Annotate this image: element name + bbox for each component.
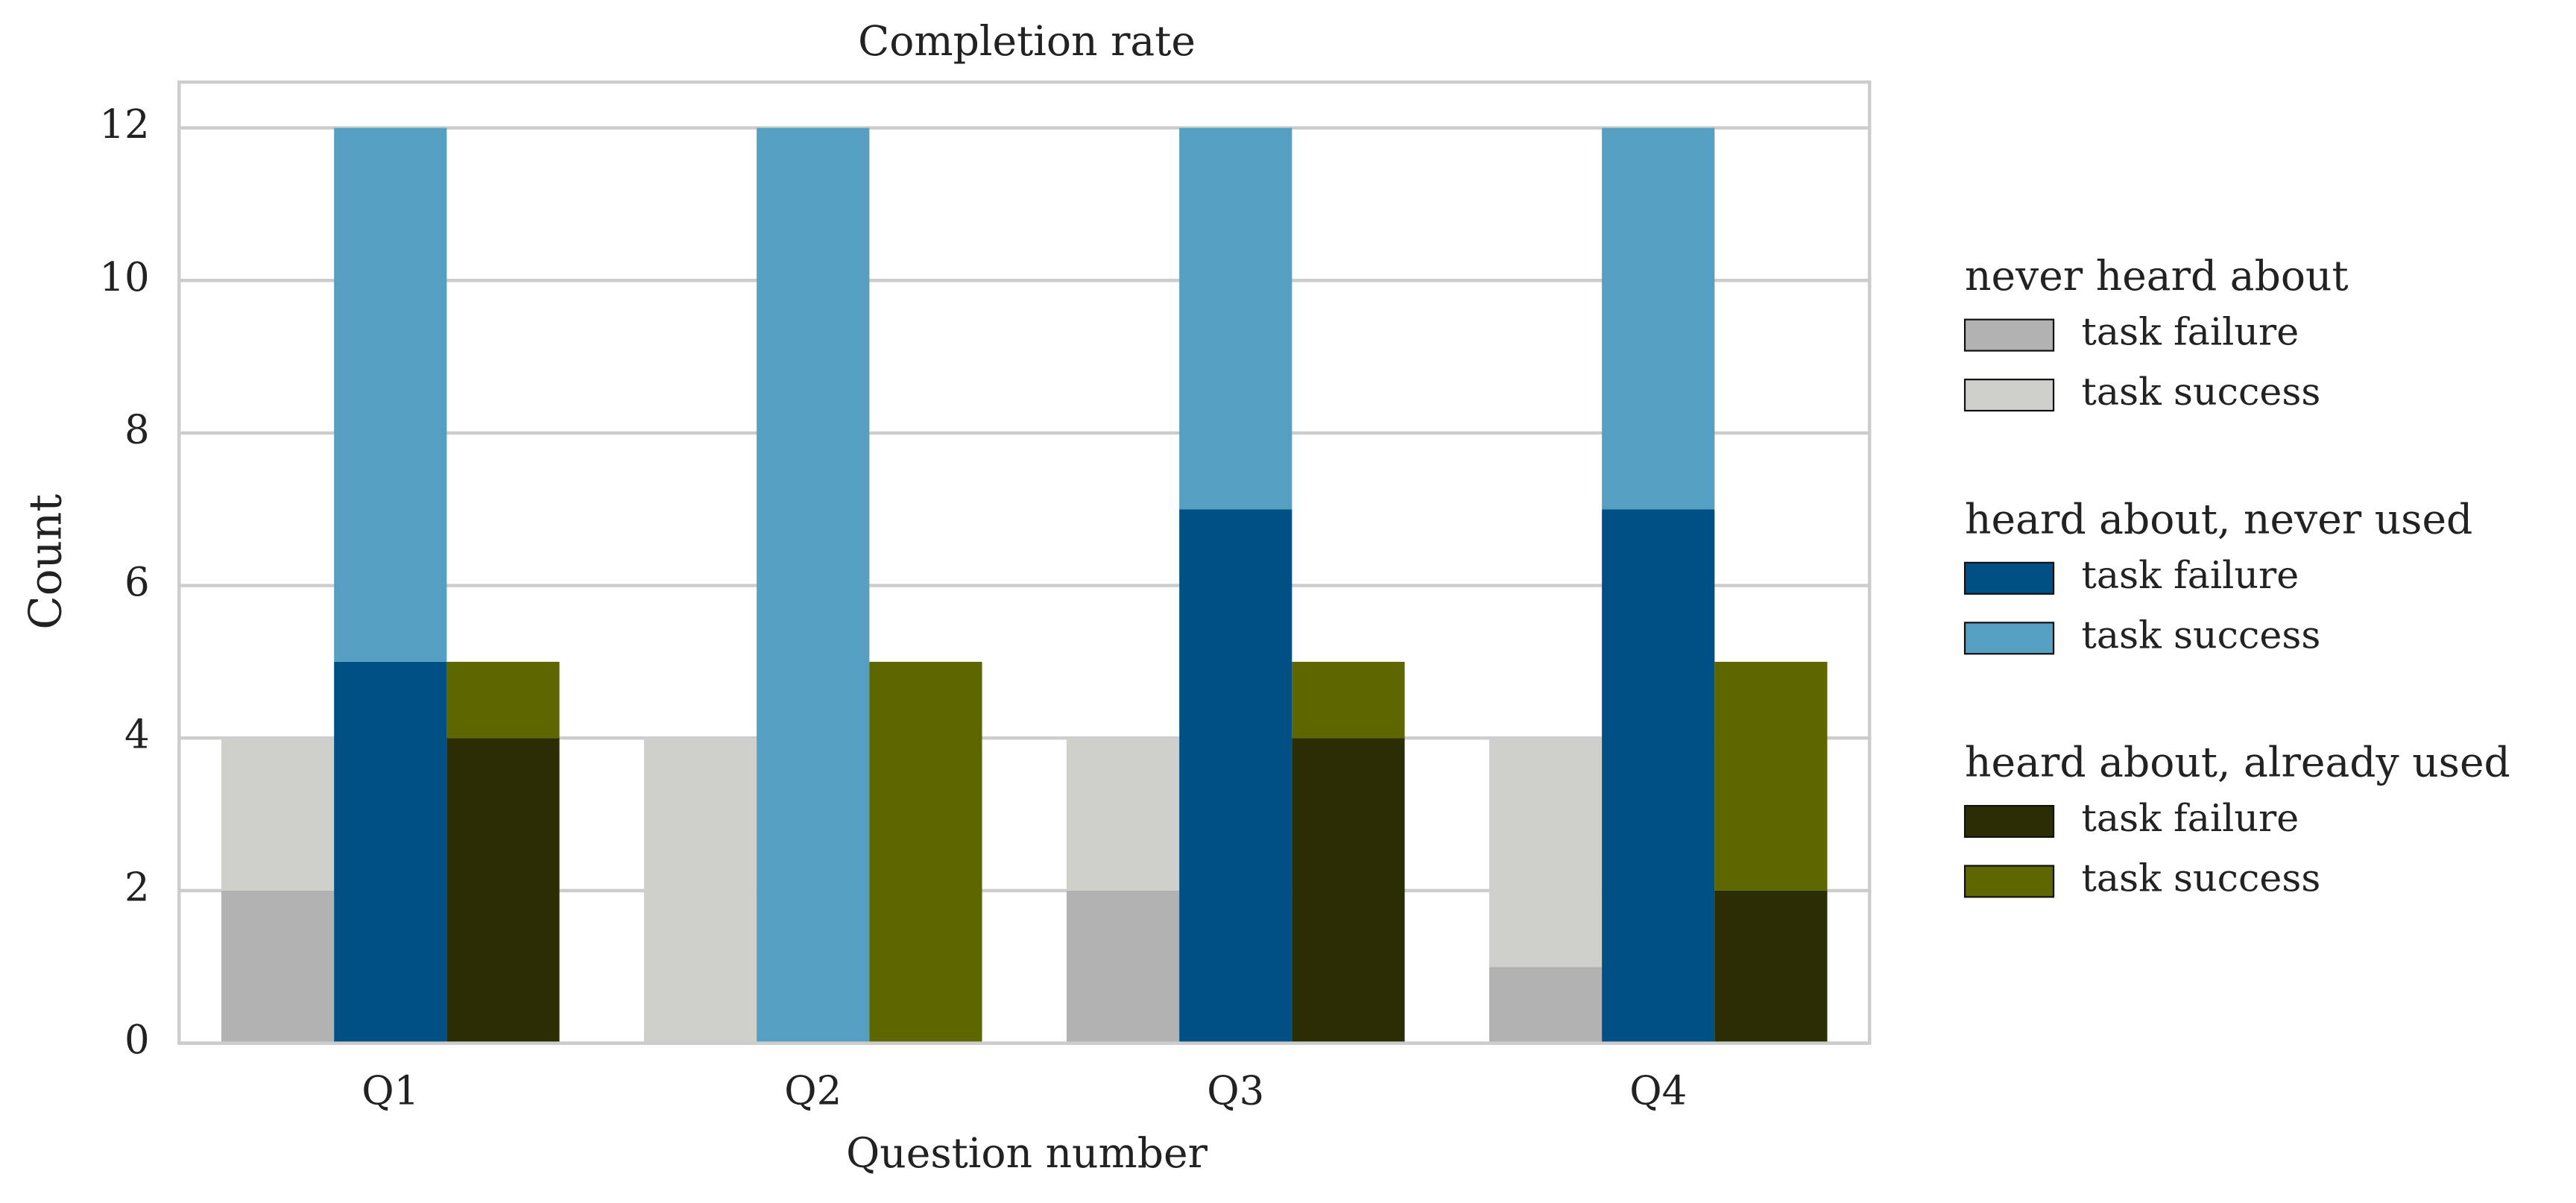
plot-frame: [177, 80, 1872, 1045]
bar-segment: [757, 127, 870, 1043]
y-tick-label: 10: [99, 255, 149, 300]
legend-label: task success: [2082, 613, 2321, 657]
bar-segment: [221, 890, 335, 1043]
y-tick-label: 0: [124, 1017, 150, 1063]
legend-heading: never heard about: [1965, 252, 2349, 300]
legend-label: task failure: [2082, 553, 2299, 597]
bar-segment: [643, 738, 757, 1043]
x-axis-label: Question number: [846, 1129, 1208, 1177]
bar-segment: [1179, 127, 1292, 510]
bar-segment: [1714, 661, 1828, 891]
legend-label: task failure: [2082, 310, 2299, 354]
legend-swatch: [1963, 622, 2055, 655]
legend-label: task success: [2082, 370, 2321, 414]
x-tick-label: Q1: [362, 1068, 419, 1114]
legend-heading: heard about, never used: [1965, 495, 2472, 543]
legend-label: task failure: [2082, 796, 2299, 840]
bar-segment: [221, 738, 335, 891]
bar-segment: [334, 127, 447, 662]
bar-segment: [1489, 967, 1603, 1043]
bar-segment: [1179, 509, 1292, 1043]
legend-swatch: [1963, 318, 2055, 352]
bar-segment: [1066, 890, 1180, 1043]
legend-label: task success: [2082, 856, 2321, 900]
legend-swatch: [1963, 379, 2055, 412]
bar-segment: [1602, 127, 1715, 510]
bar-segment: [1714, 890, 1828, 1043]
x-tick-label: Q4: [1629, 1068, 1687, 1114]
bar-segment: [334, 661, 447, 1043]
y-axis-label: Count: [21, 494, 72, 630]
legend-swatch: [1963, 561, 2055, 595]
bar-segment: [446, 661, 560, 739]
bar-segment: [1602, 509, 1715, 1043]
bar-segment: [869, 661, 982, 1043]
y-tick-label: 4: [124, 713, 150, 758]
bar-segment: [1489, 738, 1603, 967]
legend-swatch: [1963, 865, 2055, 898]
bar-segment: [1066, 738, 1180, 891]
y-tick-label: 2: [124, 865, 150, 910]
legend-swatch: [1963, 804, 2055, 839]
x-tick-label: Q2: [784, 1068, 842, 1114]
y-tick-label: 12: [99, 102, 149, 148]
y-tick-label: 8: [124, 407, 150, 452]
legend-heading: heard about, already used: [1965, 739, 2510, 786]
chart-title: Completion rate: [858, 17, 1196, 65]
bar-segment: [1292, 738, 1405, 1043]
x-tick-label: Q3: [1207, 1068, 1264, 1114]
y-tick-label: 6: [124, 560, 150, 605]
bar-segment: [1292, 661, 1405, 739]
bar-segment: [446, 738, 560, 1043]
